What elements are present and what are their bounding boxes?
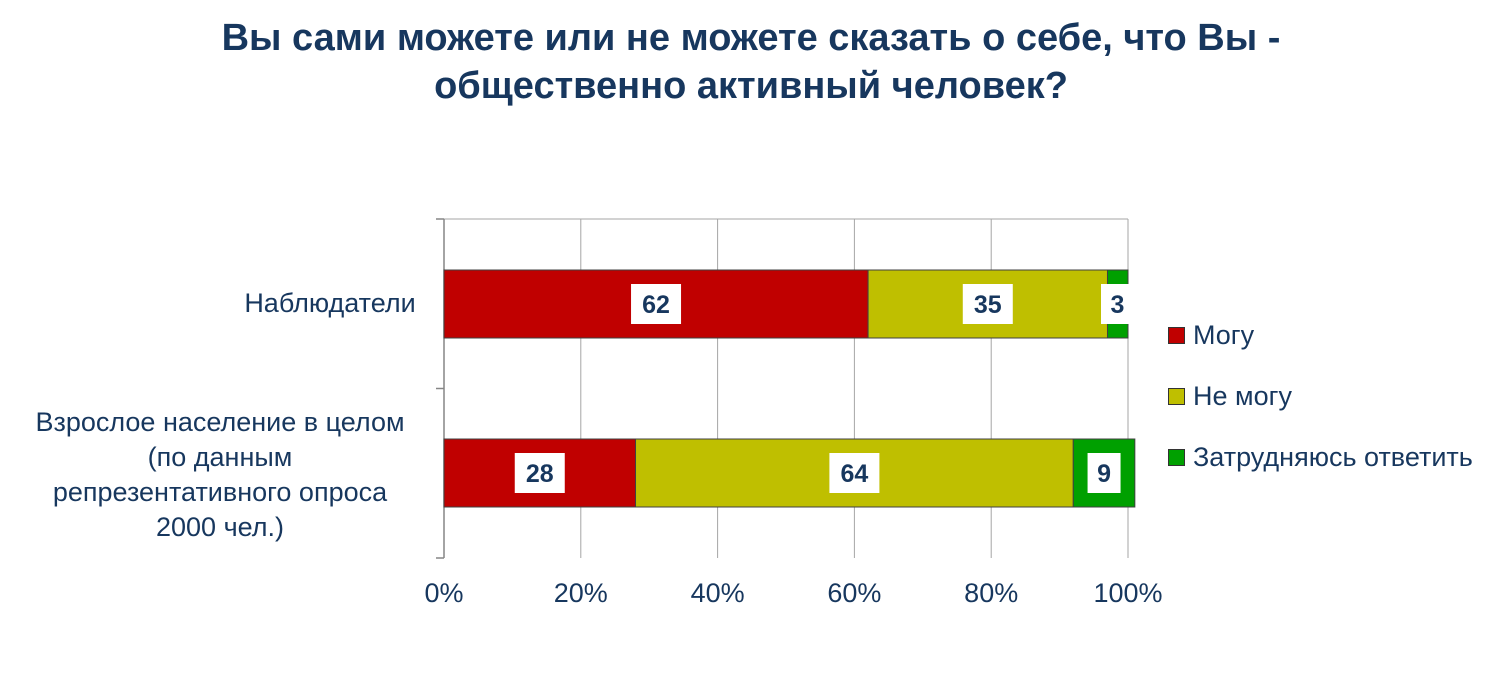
legend-swatch bbox=[1168, 327, 1185, 344]
data-label: 28 bbox=[526, 460, 554, 488]
x-tick-label: 40% bbox=[691, 578, 745, 608]
data-label-box bbox=[829, 453, 880, 493]
data-label-box bbox=[514, 453, 565, 493]
data-label: 62 bbox=[642, 291, 670, 319]
data-label-box bbox=[1101, 284, 1134, 324]
legend-label: Затрудняюсь ответить bbox=[1193, 442, 1473, 472]
legend-label: Не могу bbox=[1193, 381, 1292, 411]
x-tick-label: 80% bbox=[964, 578, 1018, 608]
category-label-line: репрезентативного опроса bbox=[52, 477, 388, 507]
data-label: 9 bbox=[1097, 460, 1111, 488]
x-tick-label: 60% bbox=[827, 578, 881, 608]
data-label-box bbox=[962, 284, 1013, 324]
legend-label: Могу bbox=[1193, 320, 1255, 350]
data-label: 3 bbox=[1111, 291, 1125, 319]
category-label-line: 2000 чел.) bbox=[156, 512, 284, 542]
data-label-box bbox=[1087, 453, 1121, 493]
chart-title-line-2: общественно активный человек? bbox=[434, 65, 1068, 107]
x-tick-label: 100% bbox=[1093, 578, 1162, 608]
data-label: 35 bbox=[974, 291, 1002, 319]
legend-item-ne-mogu: Не могу bbox=[1168, 381, 1473, 412]
category-label-adult-population: Взрослое население в целом (по данным ре… bbox=[10, 405, 430, 545]
legend-swatch bbox=[1168, 449, 1185, 466]
category-label-line: Наблюдатели bbox=[244, 288, 416, 318]
category-label-observers: Наблюдатели bbox=[220, 286, 440, 321]
chart-title-line-1: Вы сами можете или не можете сказать о с… bbox=[221, 17, 1281, 59]
legend-item-mogu: Могу bbox=[1168, 320, 1473, 351]
legend-item-zatrudnyayus: Затрудняюсь ответить bbox=[1168, 442, 1473, 473]
legend: Могу Не могу Затрудняюсь ответить bbox=[1168, 320, 1473, 503]
data-label: 64 bbox=[840, 460, 868, 488]
x-tick-label: 20% bbox=[554, 578, 608, 608]
chart-title: Вы сами можете или не можете сказать о с… bbox=[0, 14, 1502, 110]
data-label-box bbox=[631, 284, 682, 324]
bar-segment bbox=[635, 438, 1074, 508]
category-label-line: Взрослое население в целом bbox=[35, 407, 405, 437]
legend-swatch bbox=[1168, 388, 1185, 405]
x-tick-label: 0% bbox=[424, 578, 463, 608]
category-label-line: (по данным bbox=[147, 442, 293, 472]
